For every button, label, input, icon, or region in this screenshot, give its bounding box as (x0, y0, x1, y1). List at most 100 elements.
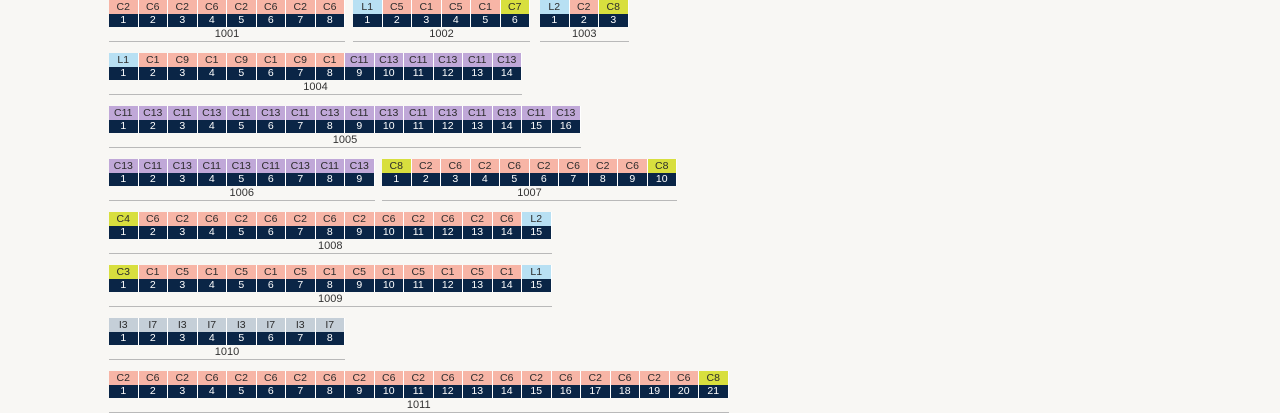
cell: C13 8 (315, 106, 345, 133)
cell-code: I7 (315, 318, 345, 332)
cell-code: C8 (599, 0, 629, 14)
cell-code: C6 (138, 371, 168, 385)
cell: C2 9 (345, 212, 375, 239)
cell-index: 1 (109, 226, 139, 239)
cell-code: C2 (109, 371, 139, 385)
cell-code: C2 (345, 212, 375, 226)
cell-index: 8 (315, 226, 345, 239)
cell: C2 11 (404, 371, 434, 398)
cell-index: 1 (109, 279, 139, 292)
cell-index: 2 (382, 14, 412, 27)
cell: C1 3 (412, 0, 442, 27)
cell: C2 5 (227, 212, 257, 239)
cell-code: C2 (411, 159, 441, 173)
cell-index: 6 (256, 385, 286, 398)
cell-code: C1 (492, 265, 522, 279)
cell: C13 12 (433, 53, 463, 80)
cell-index: 2 (138, 226, 168, 239)
cell-code: C11 (315, 159, 345, 173)
cell-index: 8 (315, 120, 345, 133)
cell: C6 20 (669, 371, 699, 398)
cell-index: 6 (256, 279, 286, 292)
cell-row: C8 1 C2 2 C6 3 C2 4 C6 5 C2 6 C6 7 C2 8 C6 9 C8 10 (382, 159, 677, 186)
cell-code: C11 (286, 106, 316, 120)
cell: C1 8 (315, 265, 345, 292)
cell-code: C11 (197, 159, 227, 173)
cell-index: 16 (551, 120, 581, 133)
cell: C6 16 (551, 371, 581, 398)
cell-index: 14 (492, 120, 522, 133)
cell-code: C2 (286, 0, 316, 14)
cell-index: 4 (470, 173, 500, 186)
group-1011: C2 1 C6 2 C2 3 C6 4 C2 5 C6 6 C2 7 C6 8 C2 9 C6 10 C2 11 C6 12 C… (109, 371, 729, 413)
cell-code: C2 (569, 0, 599, 14)
cell-code: C2 (640, 371, 670, 385)
cell: C2 7 (286, 212, 316, 239)
cell-code: C13 (168, 159, 198, 173)
group-id-label: 1009 (109, 292, 552, 307)
cell-index: 12 (433, 226, 463, 239)
cell-code: C2 (227, 212, 257, 226)
cell-code: C6 (669, 371, 699, 385)
cell: C8 21 (699, 371, 729, 398)
cell-index: 4 (441, 14, 471, 27)
cell-code: C2 (286, 212, 316, 226)
cell-index: 11 (404, 67, 434, 80)
cell-code: C6 (433, 371, 463, 385)
cell-code: C1 (256, 53, 286, 67)
cell: I7 6 (256, 318, 286, 345)
cell-index: 5 (227, 14, 257, 27)
cell-code: C1 (315, 265, 345, 279)
cell: C11 5 (227, 106, 257, 133)
cell-index: 4 (197, 67, 227, 80)
cell: C11 6 (256, 159, 286, 186)
cell: C2 7 (286, 371, 316, 398)
cell-index: 9 (345, 173, 375, 186)
cell-index: 2 (138, 120, 168, 133)
cell-index: 9 (345, 67, 375, 80)
cell: C11 9 (345, 53, 375, 80)
cell-code: C6 (551, 371, 581, 385)
cell: C2 5 (227, 0, 257, 27)
group-id-label: 1008 (109, 239, 552, 254)
cell-code: L1 (522, 265, 552, 279)
cell-index: 10 (374, 279, 404, 292)
cell-code: C13 (315, 106, 345, 120)
cell-code: C6 (197, 212, 227, 226)
cell-code: C5 (227, 265, 257, 279)
cell: C1 2 (138, 53, 168, 80)
cell-index: 1 (109, 67, 139, 80)
cell-code: L2 (540, 0, 570, 14)
cell-code: C6 (441, 159, 471, 173)
cell-index: 14 (492, 226, 522, 239)
cell: C13 1 (109, 159, 139, 186)
cell-index: 2 (138, 332, 168, 345)
cell-index: 8 (315, 332, 345, 345)
cell-index: 5 (227, 385, 257, 398)
cell-index: 4 (197, 385, 227, 398)
cell-code: C11 (404, 53, 434, 67)
cell-code: C6 (197, 371, 227, 385)
cell-index: 5 (227, 332, 257, 345)
cell: C6 8 (315, 212, 345, 239)
cell-index: 2 (411, 173, 441, 186)
cell: C13 6 (256, 106, 286, 133)
cell-code: C2 (463, 371, 493, 385)
cell-row: C13 1 C11 2 C13 3 C11 4 C13 5 C11 6 C13 7 C11 8 C13 9 (109, 159, 375, 186)
cell-code: C6 (315, 371, 345, 385)
cell-index: 15 (522, 120, 552, 133)
cell-code: C13 (374, 106, 404, 120)
cell-index: 6 (529, 173, 559, 186)
cell-code: C6 (256, 371, 286, 385)
cell-index: 11 (404, 385, 434, 398)
group-1009: C3 1 C1 2 C5 3 C1 4 C5 5 C1 6 C5 7 C1 8 C5 9 C1 10 C5 11 C1 12 C… (109, 265, 552, 307)
cell: C13 5 (227, 159, 257, 186)
cell-index: 13 (463, 385, 493, 398)
cell-code: C2 (529, 159, 559, 173)
cell-index: 6 (256, 173, 286, 186)
cell-code: C2 (168, 371, 198, 385)
cell-index: 5 (227, 279, 257, 292)
cell: C2 13 (463, 212, 493, 239)
